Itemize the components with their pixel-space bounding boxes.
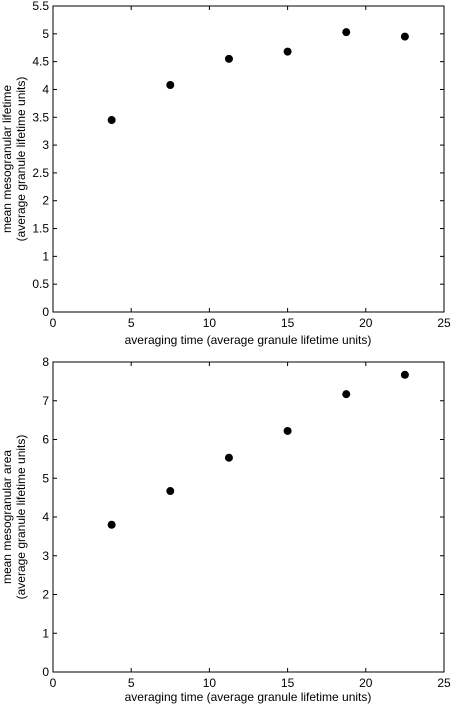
top-y-tick-label: 1.5 [32, 222, 49, 236]
top-y-tick-label: 4.5 [32, 55, 49, 69]
top-plot-points [107, 28, 409, 125]
top-y-axis-label-line1: mean mesogranular lifetime [0, 85, 14, 233]
top-y-tick-label: 5.5 [32, 0, 49, 13]
top-y-tick-label: 0 [42, 305, 49, 319]
bottom-x-tick-label: 20 [359, 676, 373, 690]
bottom-plot-ticks: 0 5 10 15 20 25 0 1 2 3 4 5 6 7 8 [42, 355, 451, 690]
bottom-y-tick-label: 3 [42, 549, 49, 563]
bottom-data-point [166, 487, 175, 496]
top-x-tick-label: 10 [203, 316, 217, 330]
bottom-y-tick-label: 7 [42, 394, 49, 408]
top-y-tick-label: 2.5 [32, 166, 49, 180]
bottom-x-tick-label: 15 [281, 676, 295, 690]
bottom-y-tick-label: 8 [42, 355, 49, 369]
top-y-tick-label: 4 [42, 82, 49, 96]
top-data-point [166, 81, 175, 90]
bottom-x-tick-label: 10 [203, 676, 217, 690]
top-data-point [283, 47, 292, 56]
bottom-data-point [283, 426, 292, 435]
top-data-point [107, 116, 116, 125]
bottom-y-tick-label: 2 [42, 588, 49, 602]
top-data-point [342, 28, 351, 37]
top-y-tick-label: 3 [42, 138, 49, 152]
top-x-tick-label: 0 [50, 316, 57, 330]
bottom-y-axis-label-line1: mean mesogranular area [0, 450, 14, 584]
top-x-tick-label: 25 [437, 316, 451, 330]
top-y-tick-label: 5 [42, 27, 49, 41]
bottom-y-tick-label: 0 [42, 665, 49, 679]
top-y-tick-label: 2 [42, 194, 49, 208]
bottom-plot-frame [52, 361, 445, 673]
bottom-data-point [342, 390, 351, 399]
bottom-x-tick-label: 25 [437, 676, 451, 690]
bottom-y-tick-label: 4 [42, 510, 49, 524]
top-data-point [224, 54, 233, 63]
bottom-y-tick-label: 6 [42, 433, 49, 447]
bottom-data-point [224, 453, 233, 462]
top-y-tick-label: 0.5 [32, 277, 49, 291]
top-x-axis-label: averaging time (average granule lifetime… [125, 333, 372, 347]
top-x-tick-label: 5 [128, 316, 135, 330]
top-x-tick-label: 20 [359, 316, 373, 330]
top-data-point [400, 32, 409, 41]
top-scatter-plot: 0 5 10 15 20 25 0 0.5 1 1.5 2 2.5 3 3.5 4 4.5 5 5.5 avera… [0, 0, 451, 347]
top-y-tick-label: 1 [42, 249, 49, 263]
bottom-x-tick-label: 0 [50, 676, 57, 690]
top-x-tick-label: 15 [281, 316, 295, 330]
bottom-x-tick-label: 5 [128, 676, 135, 690]
bottom-data-point [400, 370, 409, 379]
bottom-data-point [107, 520, 116, 529]
bottom-x-axis-label: averaging time (average granule lifetime… [125, 690, 372, 704]
bottom-y-axis-label-line2: (average granule lifetime units) [14, 435, 28, 600]
top-y-tick-label: 3.5 [32, 110, 49, 124]
top-y-axis-label-line2: (average granule lifetime units) [14, 77, 28, 242]
bottom-plot-points [107, 370, 409, 529]
top-plot-ticks: 0 5 10 15 20 25 0 0.5 1 1.5 2 2.5 3 3.5 4 4.5 5 5.5 [32, 0, 451, 330]
bottom-y-tick-label: 1 [42, 626, 49, 640]
bottom-scatter-plot: 0 5 10 15 20 25 0 1 2 3 4 5 6 7 8 averaging time (aver… [0, 355, 451, 704]
bottom-y-tick-label: 5 [42, 471, 49, 485]
top-plot-frame [52, 5, 445, 313]
